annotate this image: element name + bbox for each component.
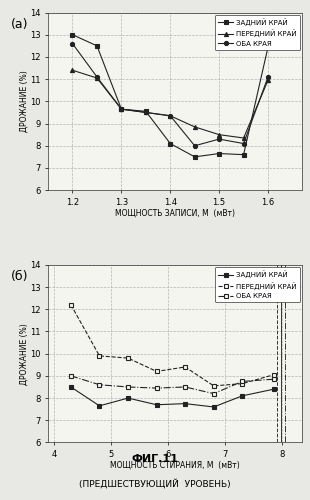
Line: ЗАДНИЙ КРАЙ: ЗАДНИЙ КРАЙ xyxy=(70,32,270,159)
Line: ПЕРЕДНИЙ КРАЙ: ПЕРЕДНИЙ КРАЙ xyxy=(69,302,276,388)
ЗАДНИЙ КРАЙ xyxy=(193,154,197,160)
ПЕРЕДНИЙ КРАЙ xyxy=(98,353,101,359)
ОБА КРАЯ xyxy=(212,390,215,396)
ЗАДНИЙ КРАЙ xyxy=(212,404,215,410)
ЗАДНИЙ КРАЙ xyxy=(168,140,172,146)
ПЕРЕДНИЙ КРАЙ xyxy=(272,372,276,378)
ОБА КРАЯ xyxy=(168,113,172,119)
ПЕРЕДНИЙ КРАЙ xyxy=(95,75,99,81)
ОБА КРАЯ xyxy=(120,106,123,112)
ЗАДНИЙ КРАЙ xyxy=(126,395,130,401)
X-axis label: МОЩНОСТЬ ЗАПИСИ, М  (мВт): МОЩНОСТЬ ЗАПИСИ, М (мВт) xyxy=(115,208,235,217)
ПЕРЕДНИЙ КРАЙ xyxy=(168,113,172,119)
ПЕРЕДНИЙ КРАЙ xyxy=(144,110,148,116)
ОБА КРАЯ xyxy=(266,74,270,80)
ОБА КРАЯ xyxy=(241,378,244,384)
Text: (а): (а) xyxy=(11,18,29,31)
Line: ОБА КРАЯ: ОБА КРАЯ xyxy=(70,42,270,148)
ОБА КРАЯ xyxy=(95,74,99,80)
X-axis label: МОЩНОСТЬ СТИРАНИЯ, М  (мВт): МОЩНОСТЬ СТИРАНИЯ, М (мВт) xyxy=(110,460,240,469)
ОБА КРАЯ xyxy=(126,384,130,390)
ОБА КРАЯ xyxy=(193,143,197,149)
ПЕРЕДНИЙ КРАЙ xyxy=(71,67,74,73)
ЗАДНИЙ КРАЙ xyxy=(95,43,99,49)
ОБА КРАЯ xyxy=(242,140,246,146)
ОБА КРАЯ xyxy=(272,376,276,382)
ОБА КРАЯ xyxy=(71,40,74,46)
ПЕРЕДНИЙ КРАЙ xyxy=(241,380,244,386)
ЗАДНИЙ КРАЙ xyxy=(155,402,158,407)
ПЕРЕДНИЙ КРАЙ xyxy=(217,132,221,138)
ЗАДНИЙ КРАЙ xyxy=(120,106,123,112)
ЗАДНИЙ КРАЙ xyxy=(71,32,74,38)
ПЕРЕДНИЙ КРАЙ xyxy=(212,383,215,389)
ЗАДНИЙ КРАЙ xyxy=(266,44,270,50)
Legend: ЗАДНИЙ КРАЙ, ПЕРЕДНИЙ КРАЙ, ОБА КРАЯ: ЗАДНИЙ КРАЙ, ПЕРЕДНИЙ КРАЙ, ОБА КРАЯ xyxy=(215,267,300,302)
Text: (ПРЕДШЕСТВУЮЩИЙ  УРОВЕНЬ): (ПРЕДШЕСТВУЮЩИЙ УРОВЕНЬ) xyxy=(79,479,231,489)
Line: ПЕРЕДНИЙ КРАЙ: ПЕРЕДНИЙ КРАЙ xyxy=(70,68,270,140)
ЗАДНИЙ КРАЙ xyxy=(217,150,221,156)
ЗАДНИЙ КРАЙ xyxy=(241,393,244,399)
ОБА КРАЯ xyxy=(183,384,187,390)
ЗАДНИЙ КРАЙ xyxy=(144,108,148,114)
ПЕРЕДНИЙ КРАЙ xyxy=(193,124,197,130)
ЗАДНИЙ КРАЙ xyxy=(69,384,73,390)
ОБА КРАЯ xyxy=(144,110,148,116)
Text: ФИГ.11: ФИГ.11 xyxy=(131,454,179,464)
ПЕРЕДНИЙ КРАЙ xyxy=(155,368,158,374)
ОБА КРАЯ xyxy=(69,373,73,379)
ПЕРЕДНИЙ КРАЙ xyxy=(242,135,246,141)
Line: ОБА КРАЯ: ОБА КРАЯ xyxy=(69,374,276,396)
ПЕРЕДНИЙ КРАЙ xyxy=(126,355,130,361)
Y-axis label: ДРОЖАНИЕ (%): ДРОЖАНИЕ (%) xyxy=(20,70,29,132)
ЗАДНИЙ КРАЙ xyxy=(272,386,276,392)
ОБА КРАЯ xyxy=(217,136,221,142)
ОБА КРАЯ xyxy=(98,382,101,388)
ПЕРЕДНИЙ КРАЙ xyxy=(120,106,123,112)
ПЕРЕДНИЙ КРАЙ xyxy=(69,302,73,308)
Y-axis label: ДРОЖАНИЕ (%): ДРОЖАНИЕ (%) xyxy=(20,323,29,384)
ОБА КРАЯ xyxy=(155,385,158,391)
ЗАДНИЙ КРАЙ xyxy=(98,403,101,409)
Line: ЗАДНИЙ КРАЙ: ЗАДНИЙ КРАЙ xyxy=(69,385,276,409)
Legend: ЗАДНИЙ КРАЙ, ПЕРЕДНИЙ КРАЙ, ОБА КРАЯ: ЗАДНИЙ КРАЙ, ПЕРЕДНИЙ КРАЙ, ОБА КРАЯ xyxy=(215,14,300,50)
ЗАДНИЙ КРАЙ xyxy=(242,152,246,158)
ЗАДНИЙ КРАЙ xyxy=(183,400,187,406)
Text: (б): (б) xyxy=(11,270,29,283)
ПЕРЕДНИЙ КРАЙ xyxy=(266,77,270,83)
ПЕРЕДНИЙ КРАЙ xyxy=(183,364,187,370)
